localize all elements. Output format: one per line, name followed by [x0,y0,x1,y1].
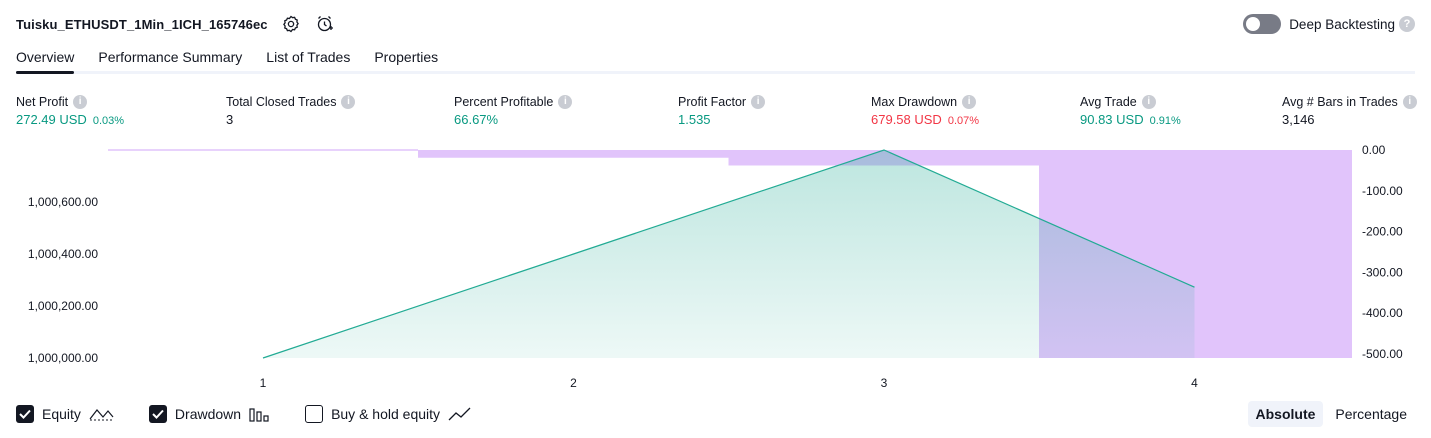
legend-label: Buy & hold equity [331,406,441,422]
stat-value: 3,146 [1282,112,1315,127]
buy-hold-line-icon [448,406,472,422]
legend-label: Equity [42,406,81,422]
stat-avg-trade: Avg Trade i 90.83 USD 0.91% [1080,93,1181,129]
checkbox-checked-icon[interactable] [16,405,34,423]
deep-backtesting: Deep Backtesting ? [1243,12,1415,36]
stat-label: Total Closed Trades [226,94,337,109]
stat-label: Net Profit [16,94,69,109]
stat-value: 3 [226,112,234,127]
stat-percent: 0.03% [92,115,125,127]
equity-tick-label: 1,000,200.00 [28,299,98,313]
info-icon[interactable]: i [1141,94,1156,109]
toggle-knob [1246,17,1261,31]
info-icon[interactable]: i [1402,94,1417,109]
absolute-mode-button[interactable]: Absolute [1247,401,1324,427]
tab-overview[interactable]: Overview [16,46,75,74]
stat-label: Avg # Bars in Trades [1282,94,1398,109]
equity-line-icon [89,406,115,422]
tab-performance-summary[interactable]: Performance Summary [98,49,243,65]
drawdown-bar [418,150,729,158]
checkbox-checked-icon[interactable] [148,405,167,423]
drawdown-tick-label: -300.00 [1362,265,1403,279]
drawdown-bars-icon [249,406,271,422]
equity-series [262,149,1195,359]
equity-drawdown-chart[interactable]: 1,000,000.00 1,000,200.00 1,000,400.00 1,00… [0,140,1431,395]
help-icon[interactable]: ? [1399,16,1415,32]
settings-icon[interactable] [280,13,302,35]
stat-max-drawdown: Max Drawdown i 679.58 USD 0.07% [871,93,979,129]
drawdown-tick-label: -400.00 [1362,306,1403,320]
info-icon[interactable]: i [341,94,356,109]
stat-value: 1.535 [678,112,711,127]
info-icon[interactable]: i [558,94,573,109]
stat-profit-factor: Profit Factor i 1.535 [678,93,766,129]
info-icon[interactable]: i [751,94,766,109]
info-icon[interactable]: i [962,94,977,109]
stat-avg-bars-in-trades: Avg # Bars in Trades i 3,146 [1282,93,1417,129]
drawdown-axis: 0.00 -100.00 -200.00 -300.00 -400.00 -500.00 [1362,143,1403,361]
drawdown-tick-label: -200.00 [1362,225,1403,239]
stat-percent: 0.07% [947,115,980,127]
stat-value: 272.49 USD [16,112,87,127]
info-icon[interactable]: i [73,94,88,109]
add-alert-icon[interactable] [314,13,336,35]
deep-backtesting-label: Deep Backtesting [1289,16,1395,32]
legend-buy-hold-toggle[interactable]: Buy & hold equity [305,405,472,423]
stat-total-closed-trades: Total Closed Trades i 3 [226,93,356,129]
equity-axis: 1,000,000.00 1,000,200.00 1,000,400.00 1,00… [28,195,98,365]
equity-tick-label: 1,000,400.00 [28,247,98,261]
stat-percent: 0.91% [1149,115,1181,127]
stat-label: Percent Profitable [454,94,554,109]
legend-label: Drawdown [174,406,242,422]
trade-tick-label: 4 [1191,376,1198,390]
tab-list-of-trades[interactable]: List of Trades [266,49,351,65]
stat-value: 66.67% [454,112,499,127]
equity-tick-label: 1,000,000.00 [28,351,98,365]
strategy-header: Tuisku_ETHUSDT_1Min_1ICH_165746ec [16,12,336,36]
stat-label: Avg Trade [1080,94,1137,109]
trade-tick-label: 3 [881,376,888,390]
drawdown-tick-label: -500.00 [1362,347,1403,361]
tab-properties[interactable]: Properties [374,49,439,65]
trade-tick-label: 1 [260,376,267,390]
percentage-mode-button[interactable]: Percentage [1335,406,1407,422]
scale-mode-switch: Absolute Percentage [1244,401,1416,427]
stat-percent-profitable: Percent Profitable i 66.67% [454,93,573,129]
equity-area [263,150,1195,358]
chart-legend: Equity Drawdown Buy & hold equity [16,403,506,425]
drawdown-tick-label: -100.00 [1362,184,1403,198]
stat-value: 679.58 USD [871,112,942,127]
checkbox-unchecked-icon[interactable] [305,405,324,423]
legend-equity-toggle[interactable]: Equity [16,405,115,423]
trade-tick-label: 2 [570,376,577,390]
strategy-title: Tuisku_ETHUSDT_1Min_1ICH_165746ec [16,16,268,32]
legend-drawdown-toggle[interactable]: Drawdown [148,405,271,423]
equity-line [262,149,1195,359]
stat-net-profit: Net Profit i 272.49 USD 0.03% [16,93,124,129]
report-tabs: Overview Performance Summary List of Tra… [16,46,1415,74]
deep-backtesting-toggle[interactable] [1243,14,1282,34]
drawdown-tick-label: 0.00 [1362,143,1386,157]
stat-label: Profit Factor [678,94,747,109]
stat-label: Max Drawdown [871,94,958,109]
equity-tick-label: 1,000,600.00 [28,195,98,209]
stat-value: 90.83 USD [1080,112,1144,127]
trade-axis: 1 2 3 4 [260,376,1199,390]
